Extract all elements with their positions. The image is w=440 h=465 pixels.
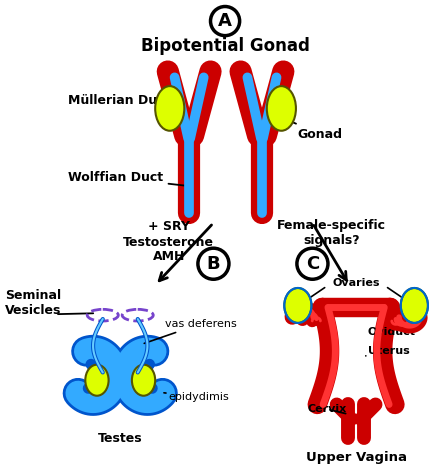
Ellipse shape (155, 86, 184, 131)
Text: B: B (207, 255, 220, 273)
Text: A: A (218, 12, 232, 30)
Text: + SRY: + SRY (148, 220, 190, 233)
Text: Female-specific
signals?: Female-specific signals? (277, 219, 386, 246)
Ellipse shape (284, 288, 312, 323)
Text: Testes: Testes (98, 432, 143, 445)
Text: Upper Vagina: Upper Vagina (306, 452, 407, 465)
Text: Testosterone: Testosterone (123, 236, 214, 249)
Text: Wolffian Duct: Wolffian Duct (68, 171, 187, 186)
Text: Oviduct: Oviduct (368, 327, 416, 337)
Text: Seminal
Vesicles: Seminal Vesicles (5, 289, 61, 317)
Text: Ovaries: Ovaries (332, 278, 380, 288)
Text: epidydimis: epidydimis (164, 392, 230, 402)
Text: C: C (306, 255, 319, 273)
Text: Gonad: Gonad (281, 117, 343, 140)
Text: Müllerian Duct: Müllerian Duct (68, 90, 170, 106)
Text: AMH: AMH (153, 251, 185, 264)
Ellipse shape (401, 288, 428, 323)
Ellipse shape (132, 365, 155, 396)
Text: Uterus: Uterus (368, 346, 410, 356)
Ellipse shape (85, 365, 109, 396)
Text: Cervix: Cervix (308, 404, 347, 414)
Text: Bipotential Gonad: Bipotential Gonad (141, 37, 309, 55)
Ellipse shape (267, 86, 296, 131)
Text: vas deferens: vas deferens (144, 319, 237, 343)
